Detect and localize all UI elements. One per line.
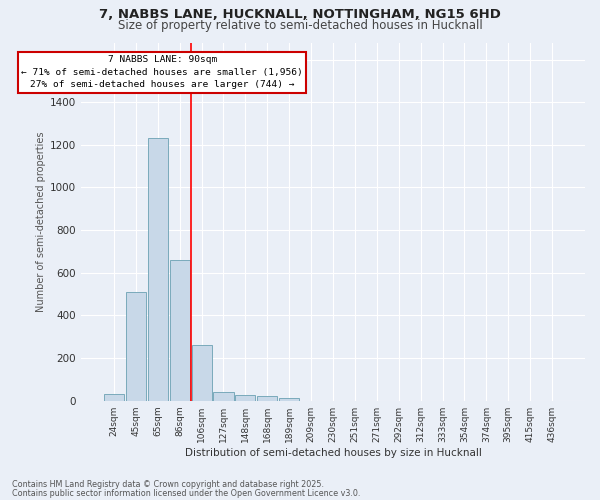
Bar: [214, 392, 233, 400]
Bar: [104, 394, 124, 400]
Bar: [191, 346, 212, 401]
X-axis label: Distribution of semi-detached houses by size in Hucknall: Distribution of semi-detached houses by …: [185, 448, 481, 458]
Text: Contains HM Land Registry data © Crown copyright and database right 2025.: Contains HM Land Registry data © Crown c…: [12, 480, 324, 489]
Bar: [126, 292, 146, 401]
Y-axis label: Number of semi-detached properties: Number of semi-detached properties: [36, 132, 46, 312]
Bar: [235, 396, 256, 400]
Text: Contains public sector information licensed under the Open Government Licence v3: Contains public sector information licen…: [12, 488, 361, 498]
Bar: [148, 138, 168, 400]
Text: 7, NABBS LANE, HUCKNALL, NOTTINGHAM, NG15 6HD: 7, NABBS LANE, HUCKNALL, NOTTINGHAM, NG1…: [99, 8, 501, 20]
Bar: [279, 398, 299, 400]
Text: 7 NABBS LANE: 90sqm
← 71% of semi-detached houses are smaller (1,956)
27% of sem: 7 NABBS LANE: 90sqm ← 71% of semi-detach…: [21, 56, 303, 90]
Bar: [257, 396, 277, 400]
Bar: [170, 260, 190, 400]
Text: Size of property relative to semi-detached houses in Hucknall: Size of property relative to semi-detach…: [118, 19, 482, 32]
